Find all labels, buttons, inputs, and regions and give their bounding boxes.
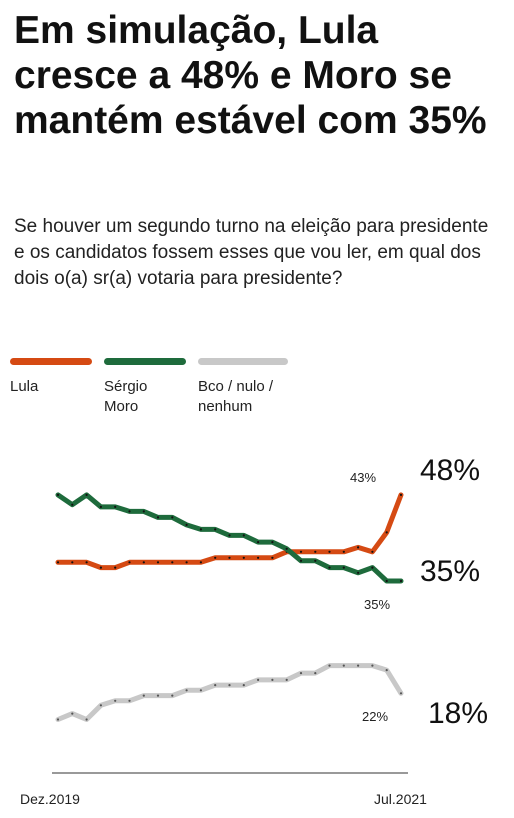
- legend-swatch-blank: [198, 358, 288, 365]
- series-0-point-0: [56, 561, 60, 564]
- series-1-point-23: [385, 579, 388, 583]
- series-1-point-4: [114, 505, 117, 508]
- series-1-point-8: [171, 516, 174, 519]
- series-1-point-16: [285, 547, 288, 550]
- chart-subtitle: Se houver um segundo turno na eleição pa…: [14, 216, 489, 289]
- series-2-point-21: [357, 664, 360, 667]
- legend-label-moro: Sérgio Moro: [104, 378, 148, 415]
- series-0-point-4: [114, 566, 117, 569]
- series-2-point-24: [399, 692, 403, 695]
- series-2-point-12: [228, 684, 231, 687]
- series-1-point-18: [314, 559, 317, 562]
- series-2-point-1: [71, 712, 74, 715]
- series-1-point-14: [257, 541, 260, 544]
- series-2-point-14: [257, 678, 260, 681]
- series-0-point-14: [257, 556, 260, 559]
- series-1-point-13: [242, 534, 245, 537]
- series-1-point-2: [85, 493, 88, 496]
- series-0-point-1: [71, 561, 74, 564]
- series-1-point-15: [271, 541, 274, 544]
- series-0-point-21: [357, 546, 360, 549]
- series-2-point-18: [314, 672, 317, 675]
- series-2-point-5: [128, 699, 131, 702]
- series-0-point-23: [385, 531, 388, 534]
- series-2-point-23: [385, 669, 388, 672]
- series-1-point-11: [214, 528, 217, 531]
- series-2-point-11: [214, 684, 217, 687]
- series-0-point-15: [271, 556, 274, 559]
- legend-swatch-moro: [104, 358, 186, 365]
- series-0-point-17: [299, 550, 303, 553]
- chart-title: Em simulação, Lula cresce a 48% e Moro s…: [14, 9, 487, 142]
- series-2-point-0: [56, 718, 60, 721]
- series-1-point-22: [371, 566, 374, 569]
- series-1-point-10: [199, 528, 202, 531]
- series-0-point-24: [399, 493, 403, 496]
- legend-swatch-lula: [10, 358, 92, 365]
- series-1-point-5: [128, 510, 131, 513]
- series-0-point-2: [85, 561, 88, 564]
- series-2-point-7: [156, 694, 160, 697]
- series-0-point-18: [314, 550, 317, 553]
- series-2-point-13: [242, 684, 245, 687]
- series-2-point-16: [285, 678, 288, 681]
- series-1-point-1: [71, 503, 74, 506]
- series-1-point-3: [99, 505, 102, 508]
- x-tick-start: Dez.2019: [20, 791, 80, 807]
- legend-label-blank: Bco / nulo / nenhum: [198, 378, 274, 415]
- series-0-point-9: [185, 561, 188, 564]
- series-line-2: [55, 663, 404, 722]
- legend-label-lula: Lula: [10, 378, 39, 395]
- series-0-point-6: [142, 561, 145, 564]
- series-2-point-3: [99, 704, 102, 707]
- series-0-point-7: [156, 561, 160, 564]
- series-1-point-6: [142, 510, 145, 513]
- series-0-point-8: [171, 561, 174, 564]
- series-2-point-20: [342, 664, 345, 667]
- series-0-point-13: [242, 556, 245, 559]
- series-2-point-8: [171, 694, 174, 697]
- series-0-point-10: [199, 561, 202, 564]
- x-tick-end: Jul.2021: [374, 791, 427, 807]
- series-0-point-22: [371, 550, 374, 553]
- series-2-point-4: [114, 699, 117, 702]
- end-label-lula: 48%: [420, 454, 480, 487]
- series-0-point-20: [342, 550, 345, 553]
- series-1-point-9: [185, 523, 188, 526]
- series-2-point-19: [328, 664, 331, 667]
- series-0-point-11: [214, 556, 217, 559]
- series-1-point-7: [156, 516, 160, 519]
- series-2-point-15: [271, 678, 274, 681]
- series-0-point-12: [228, 556, 231, 559]
- end-label-moro: 35%: [420, 555, 480, 588]
- series-2-point-17: [299, 672, 303, 675]
- annotation-blank: 22%: [362, 709, 388, 724]
- series-2-point-2: [85, 718, 88, 721]
- annotation-moro: 35%: [364, 597, 390, 612]
- series-layer: [55, 492, 404, 722]
- series-2-point-9: [185, 689, 188, 692]
- series-1-point-21: [357, 571, 360, 574]
- series-0-point-3: [99, 566, 102, 569]
- series-0-point-5: [128, 561, 131, 564]
- series-1-point-24: [399, 579, 403, 583]
- legend-item-moro: Sérgio Moro: [104, 358, 190, 417]
- series-1-point-12: [228, 534, 231, 537]
- series-1-point-19: [328, 566, 331, 569]
- legend-item-lula: Lula: [10, 358, 96, 397]
- series-2-point-22: [371, 664, 374, 667]
- series-1-point-0: [56, 493, 60, 496]
- legend-item-blank: Bco / nulo / nenhum: [198, 358, 288, 417]
- series-1-point-17: [299, 559, 303, 562]
- line-chart: Dez.2019 Jul.2021 48% 43% 35% 35% 18% 22…: [20, 454, 488, 807]
- end-label-blank: 18%: [428, 697, 488, 730]
- annotation-lula: 43%: [350, 470, 376, 485]
- series-2-point-10: [199, 689, 202, 692]
- series-0-point-19: [328, 550, 331, 553]
- series-2-point-6: [142, 694, 145, 697]
- series-1-point-20: [342, 566, 345, 569]
